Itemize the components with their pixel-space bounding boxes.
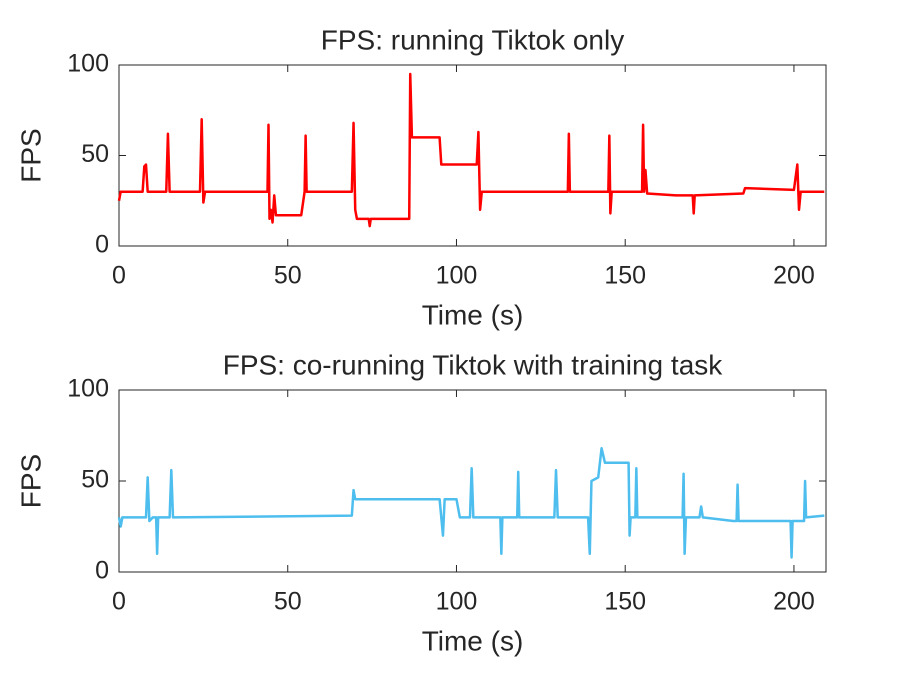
x-tick-label: 50 [274,588,302,616]
y-tick-label: 0 [95,231,109,259]
x-tick-label: 200 [773,588,815,616]
chart-title: FPS: running Tiktok only [321,24,624,55]
y-tick-label: 50 [81,466,109,494]
chart-title: FPS: co-running Tiktok with training tas… [223,349,724,380]
x-tick-label: 100 [436,262,478,290]
y-tick-label: 100 [67,50,109,78]
y-tick-label: 100 [67,375,109,403]
x-axis-label: Time (s) [422,299,524,330]
data-line [117,72,825,228]
x-axis-label: Time (s) [422,625,524,656]
x-tick-label: 150 [604,588,646,616]
x-tick-label: 150 [604,262,646,290]
y-tick-label: 50 [81,140,109,168]
y-tick-label: 0 [95,557,109,585]
x-tick-label: 50 [274,262,302,290]
axes-box [118,64,827,247]
x-tick-label: 0 [112,262,126,290]
x-tick-label: 0 [112,588,126,616]
y-axis-label: FPS [15,128,46,182]
x-tick-label: 200 [773,262,815,290]
data-line [117,446,825,559]
y-axis-label: FPS [15,454,46,508]
x-tick-label: 100 [436,588,478,616]
